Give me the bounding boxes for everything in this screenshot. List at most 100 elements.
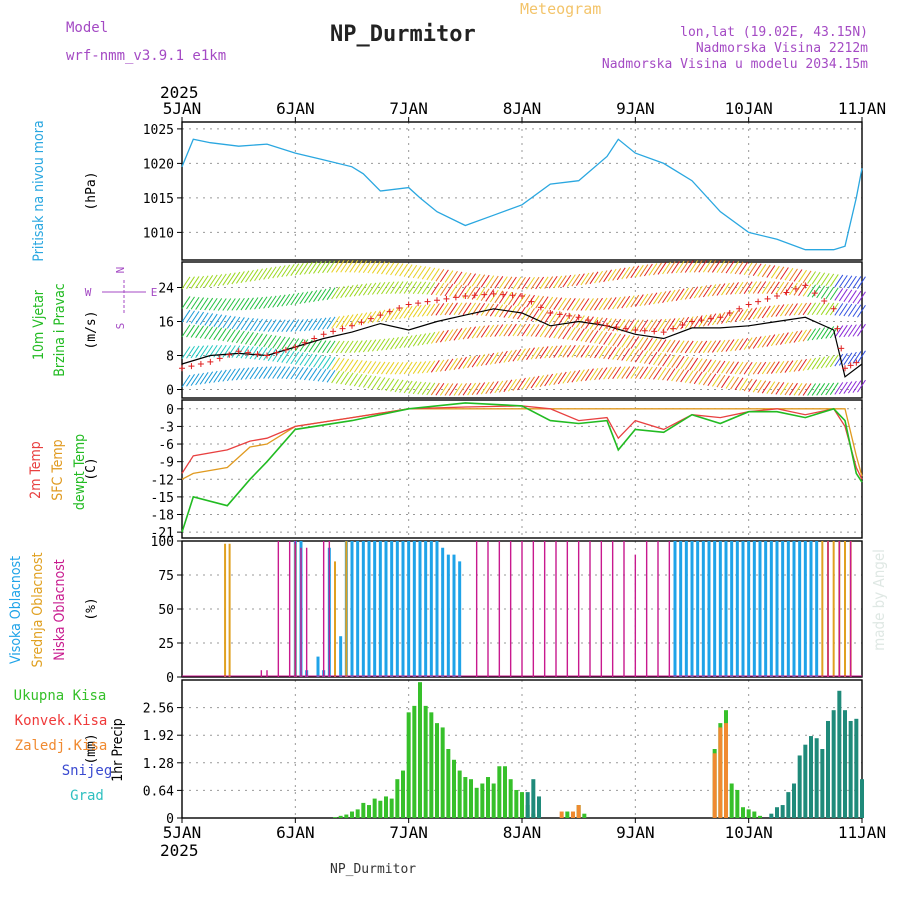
wind-barb [358, 260, 368, 273]
wind-barb [779, 382, 789, 395]
wind-barb [684, 340, 694, 354]
wind-barb [294, 338, 304, 352]
wind-barb [789, 303, 798, 316]
wind-barb [235, 345, 245, 359]
wind-barb [752, 281, 762, 294]
wind-barb [834, 382, 844, 395]
wind-barb [825, 286, 835, 300]
cloud-high-title: Visoka Oblacnost [8, 556, 24, 664]
wind-barb [517, 348, 526, 361]
wind-barb [675, 317, 685, 330]
wind-barb [752, 306, 762, 320]
y-tick-label: -6 [158, 438, 174, 453]
wind-barb [267, 335, 277, 348]
wind-barb [190, 373, 200, 386]
wind-barb [816, 383, 826, 396]
wind-barb [834, 274, 844, 288]
wind-barb [598, 270, 608, 283]
wind-barb [299, 339, 309, 352]
wind-barb [539, 324, 549, 338]
wind-barb [254, 333, 263, 346]
wind-barb [634, 336, 644, 350]
wind-barb [263, 267, 273, 280]
wind-barb [344, 259, 354, 273]
wind-barb [657, 262, 667, 275]
wind-barb [648, 292, 658, 306]
wind-barb [526, 323, 535, 337]
wind-barb [748, 262, 758, 276]
wind-barb [616, 296, 626, 309]
wind-barb [857, 276, 866, 289]
wind-gust-marker [717, 314, 724, 321]
wind-barb [852, 290, 862, 304]
wind-barb [181, 374, 191, 388]
wind-barb [498, 276, 508, 289]
precip-series-2 [525, 690, 864, 818]
wind-barb [186, 310, 195, 324]
wind-barb [181, 296, 191, 309]
wind-barb [231, 271, 241, 285]
wind-barb [829, 382, 839, 395]
wind-barb [367, 282, 377, 296]
wind-barb [290, 366, 300, 380]
wind-barb [770, 281, 780, 295]
precip-bar [746, 809, 751, 818]
wind-barb [249, 332, 259, 346]
wind-barb [467, 326, 477, 339]
wind-barb [290, 263, 300, 276]
wind-barb [226, 316, 236, 329]
wind-barb [458, 302, 467, 316]
precip-bar [440, 727, 445, 818]
wind-barb [798, 302, 807, 316]
elevation-label: Nadmorska Visina 2212m [695, 41, 868, 56]
time-label-top: 9JAN [616, 99, 655, 118]
wind-gust-marker [481, 291, 488, 298]
wind-barb [299, 262, 309, 275]
wind-gust-marker [386, 308, 393, 315]
wind-barb [181, 276, 191, 290]
wind-barb [639, 319, 649, 332]
wind-barb [566, 298, 576, 311]
wind-barb [195, 275, 205, 289]
wind-barb [789, 330, 798, 344]
time-label-top: 6JAN [276, 99, 315, 118]
wind-barb [838, 275, 848, 288]
wind-barb [789, 268, 798, 282]
wind-barb [612, 333, 622, 347]
wind-barb [213, 298, 223, 311]
precip-bar [780, 805, 785, 818]
wind-barb [847, 290, 857, 303]
y-tick-label: 100 [151, 535, 174, 550]
wind-gust-marker [519, 293, 525, 299]
wind-barb [326, 340, 336, 354]
wind-barb [671, 261, 681, 274]
wind-barb [829, 274, 839, 287]
wind-barb [417, 281, 427, 295]
wind-barb [571, 273, 581, 287]
wind-barb [254, 366, 263, 380]
wind-barb [381, 281, 390, 295]
wind-barb [362, 360, 372, 374]
wind-barbs [181, 259, 866, 396]
wind-barb [399, 281, 409, 294]
wind-barb [195, 311, 205, 325]
wind-barb [489, 324, 499, 337]
wind-barb [449, 302, 458, 316]
wind-barb [607, 318, 617, 332]
wind-barb [181, 309, 191, 323]
precip-legend-item: Ukupna Kisa [14, 688, 107, 704]
wind-barb [530, 324, 540, 337]
wind-barb [313, 354, 322, 368]
wind-barb [335, 371, 345, 384]
wind-barb [752, 379, 762, 393]
wind-barb [240, 331, 250, 344]
wind-barb [267, 319, 277, 332]
wind-barb [435, 303, 445, 316]
wind-barb [725, 376, 735, 389]
wind-barb [249, 297, 259, 310]
precip-legend-item: Snijeg [62, 763, 113, 779]
wind-barb [589, 330, 599, 343]
wind-barb [648, 366, 658, 380]
page-title: NP_Durmitor [330, 22, 476, 47]
y-tick-label: 1.92 [143, 729, 174, 744]
